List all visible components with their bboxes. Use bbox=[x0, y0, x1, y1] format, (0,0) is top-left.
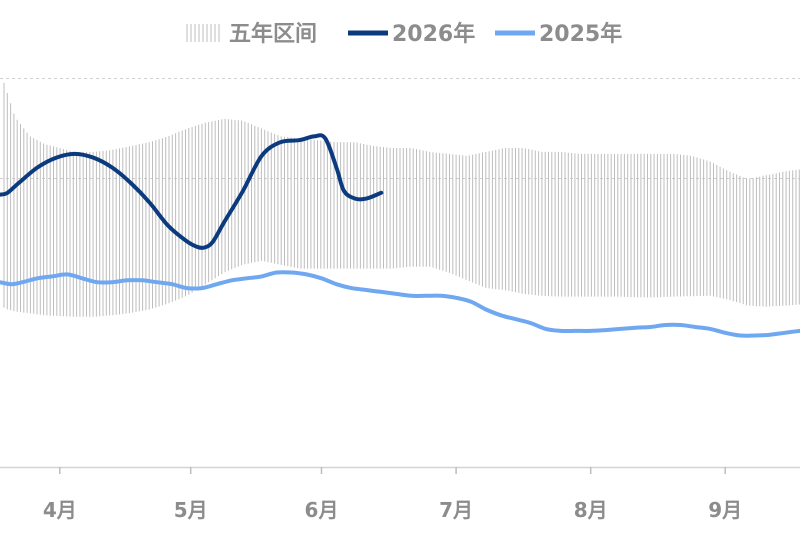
legend-2026-label: 2026年 bbox=[392, 21, 475, 47]
x-axis-ticks: 4月 5月 6月 7月 8月 9月 bbox=[43, 467, 742, 522]
legend-band-label: 五年区间 bbox=[229, 21, 317, 47]
legend-2025-label: 2025年 bbox=[539, 21, 622, 47]
x-tick-label: 7月 bbox=[439, 498, 473, 522]
x-tick-label: 8月 bbox=[574, 498, 608, 522]
five-year-range-band bbox=[3, 82, 800, 317]
series-layer bbox=[0, 133, 800, 338]
legend-band-swatch bbox=[186, 24, 220, 42]
x-tick-label: 5月 bbox=[174, 498, 208, 522]
x-tick-label: 6月 bbox=[305, 498, 339, 522]
series-2026-line bbox=[0, 133, 384, 250]
x-tick-label: 4月 bbox=[43, 498, 77, 522]
x-tick-label: 9月 bbox=[708, 498, 742, 522]
series-2025-line bbox=[0, 270, 800, 338]
legend: 五年区间 2026年 2025年 bbox=[186, 21, 622, 47]
